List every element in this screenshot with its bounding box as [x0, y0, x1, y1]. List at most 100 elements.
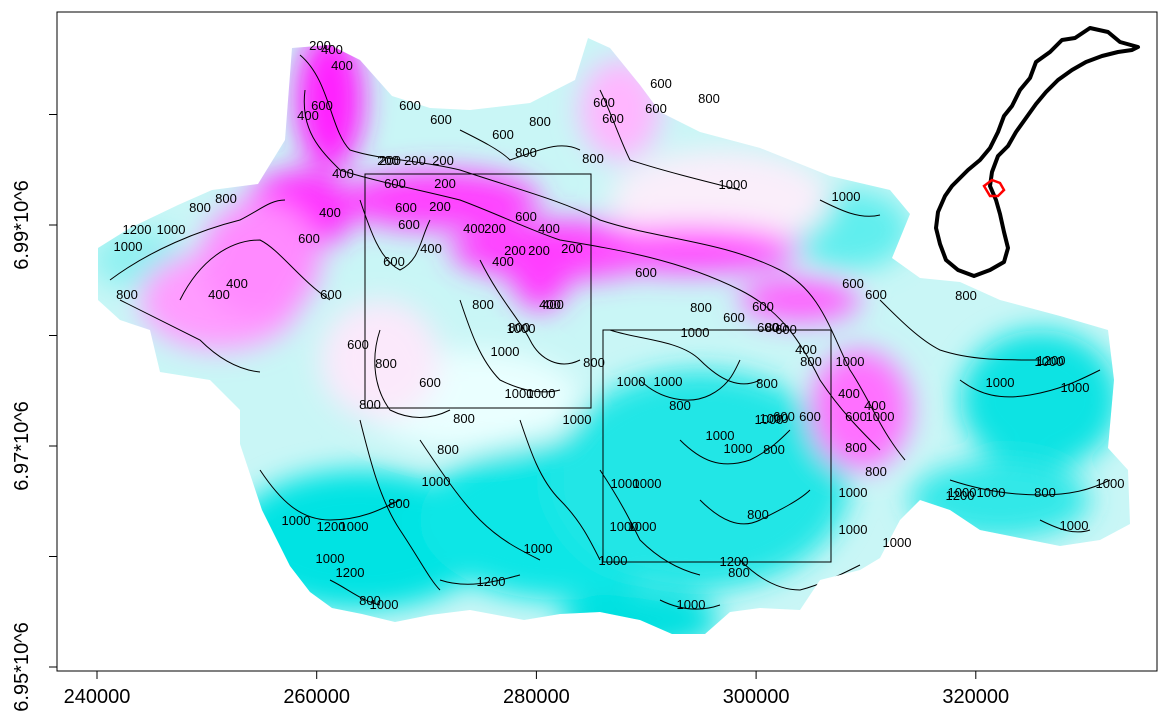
contour-label: 1000	[505, 386, 534, 401]
contour-labels: 2004004006004006006006008006006006006008…	[114, 38, 1125, 612]
contour-label: 1000	[706, 428, 735, 443]
contour-label: 200	[561, 241, 583, 256]
contour-label: 800	[215, 191, 237, 206]
contour-label: 800	[728, 565, 750, 580]
contour-label: 1200	[477, 574, 506, 589]
contour-label: 1000	[832, 189, 861, 204]
contour-label: 800	[359, 593, 381, 608]
contour-label: 1000	[491, 344, 520, 359]
contour-label: 200	[377, 153, 399, 168]
contour-label: 600	[773, 409, 795, 424]
x-tick-label: 240000	[64, 686, 131, 708]
contour-label: 1000	[977, 485, 1006, 500]
contour-label: 800	[472, 297, 494, 312]
contour-label: 1000	[611, 476, 640, 491]
contour-label: 800	[765, 320, 787, 335]
contour-label: 1200	[946, 488, 975, 503]
contour-label: 600	[602, 111, 624, 126]
contour-label: 1200	[336, 565, 365, 580]
contour-label: 200	[404, 153, 426, 168]
contour-label: 800	[375, 356, 397, 371]
contour-label: 400	[321, 42, 343, 57]
contour-label: 600	[383, 254, 405, 269]
contour-label: 400	[492, 254, 514, 269]
contour-label: 600	[775, 322, 797, 337]
x-tick-label: 300000	[723, 686, 790, 708]
x-tick-label: 320000	[942, 686, 1009, 708]
contour-label: 600	[845, 409, 867, 424]
contour-label: 600	[842, 276, 864, 291]
contour-label: 1200	[1037, 353, 1066, 368]
contour-label: 400	[226, 276, 248, 291]
contour-label: 1000	[755, 412, 784, 427]
x-axis: 240000 260000 280000 300000 320000	[64, 670, 1009, 708]
contour-label: 600	[515, 209, 537, 224]
contour-label: 400	[332, 166, 354, 181]
contour-label: 1200	[720, 554, 749, 569]
contour-label: 400	[795, 342, 817, 357]
contour-label: 1000	[633, 476, 662, 491]
contour-label: 1200	[317, 519, 346, 534]
contour-label: 200	[429, 199, 451, 214]
contour-lines	[109, 54, 1111, 610]
contour-label: 400	[297, 108, 319, 123]
contour-label: 400	[319, 205, 341, 220]
contour-label: 1000	[839, 522, 868, 537]
contour-label: 600	[752, 299, 774, 314]
contour-label: 600	[799, 409, 821, 424]
y-tick-label: 6.99*10^6	[11, 180, 33, 269]
contour-label: 800	[582, 151, 604, 166]
contour-label: 600	[593, 95, 615, 110]
contour-label: 800	[763, 442, 785, 457]
contour-label: 1000	[316, 551, 345, 566]
contour-label: 1000	[599, 553, 628, 568]
contour-label: 1000	[157, 222, 186, 237]
contour-label: 800	[508, 320, 530, 335]
contour-label: 600	[384, 176, 406, 191]
contour-label: 800	[116, 287, 138, 302]
contour-label: 200	[309, 38, 331, 53]
contour-label: 800	[388, 496, 410, 511]
contour-label: 1000	[340, 519, 369, 534]
contour-label: 400	[208, 287, 230, 302]
contour-label: 1000	[1035, 354, 1064, 369]
contour-label: 600	[311, 98, 333, 113]
study-area-highlight	[982, 178, 1006, 198]
contour-label: 600	[650, 76, 672, 91]
contour-label: 800	[515, 145, 537, 160]
contour-label: 1000	[866, 409, 895, 424]
contour-label: 200	[432, 153, 454, 168]
contour-label: 1000	[610, 519, 639, 534]
contour-label: 1000	[760, 411, 789, 426]
contour-label: 800	[359, 397, 381, 412]
y-tick-label: 6.97*10^6	[11, 401, 33, 490]
contour-label: 1000	[1096, 476, 1125, 491]
contour-label: 400	[331, 58, 353, 73]
contour-label: 400	[542, 297, 564, 312]
norway-inset-map	[934, 26, 1140, 278]
contour-label: 200	[528, 243, 550, 258]
contour-label: 800	[865, 464, 887, 479]
contour-label: 1000	[724, 441, 753, 456]
contour-label: 800	[669, 398, 691, 413]
contour-label: 1000	[681, 325, 710, 340]
contour-label: 400	[420, 241, 442, 256]
contour-label: 800	[1034, 485, 1056, 500]
x-tick-label: 280000	[503, 686, 570, 708]
contour-label: 1000	[986, 375, 1015, 390]
contour-label: 600	[635, 265, 657, 280]
contour-label: 800	[845, 440, 867, 455]
contour-label: 1000	[654, 374, 683, 389]
contour-label: 600	[320, 287, 342, 302]
contour-label: 1000	[836, 354, 865, 369]
contour-label: 800	[453, 411, 475, 426]
contour-label: 200	[434, 176, 456, 191]
contour-label: 800	[437, 442, 459, 457]
contour-label: 1000	[1061, 380, 1090, 395]
contour-label: 400	[538, 221, 560, 236]
contour-label: 1000	[563, 412, 592, 427]
contour-label: 1000	[628, 519, 657, 534]
contour-label: 200	[504, 243, 526, 258]
contour-label: 1000	[527, 386, 556, 401]
